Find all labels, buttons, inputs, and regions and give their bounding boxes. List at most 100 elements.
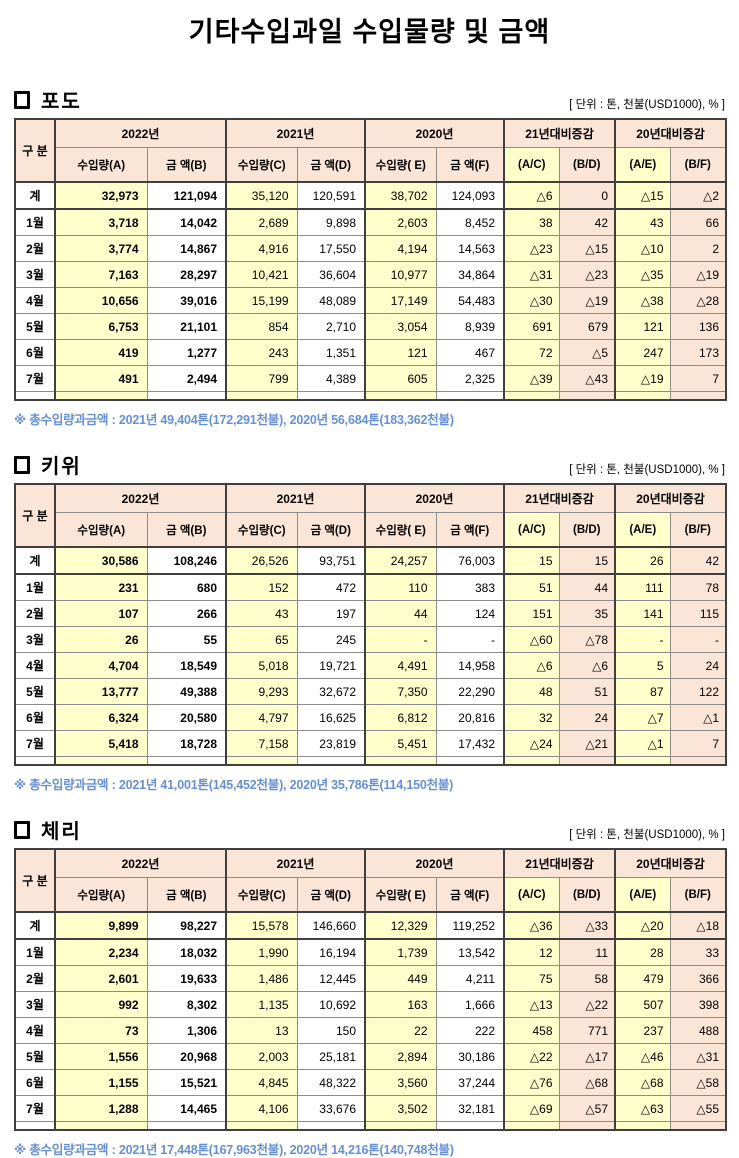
- section-heading: 체리: [14, 815, 82, 844]
- filler-cell: [614, 756, 671, 766]
- table-row: 3월 7,163 28,297 10,421 36,604 10,977 34,864 △31…: [14, 261, 727, 288]
- sub-header-4: 수입량( E): [364, 877, 437, 913]
- section-2: 체리 [ 단위 : 톤, 천불(USD1000), % ] 구 분 2022년 …: [14, 815, 727, 1158]
- filler-cell: [296, 391, 366, 401]
- cell: 449: [364, 965, 437, 992]
- cell: 3,560: [364, 1069, 437, 1096]
- cell: 87: [614, 678, 671, 705]
- column-header-gubun: 구 분: [14, 848, 56, 913]
- cell: 1,556: [54, 1043, 148, 1070]
- cell: △6: [558, 652, 616, 679]
- filler-cell: [225, 756, 298, 766]
- cell: △24: [503, 730, 560, 757]
- cell: -: [435, 626, 505, 653]
- column-header-2021: 2021년: [225, 848, 366, 878]
- cell: 2,325: [435, 365, 505, 392]
- filler-cell: [503, 1121, 560, 1131]
- filler-cell: [54, 391, 148, 401]
- cell: 66: [669, 208, 727, 236]
- cell: 98,227: [146, 911, 227, 940]
- cell: 73: [54, 1017, 148, 1044]
- cell: 65: [225, 626, 298, 653]
- cell: 7,350: [364, 678, 437, 705]
- cell: 1,155: [54, 1069, 148, 1096]
- sub-header-6: (A/C): [503, 147, 560, 183]
- column-header-vs20: 20년대비증감: [614, 118, 727, 148]
- sub-header-6: (A/C): [503, 877, 560, 913]
- cell: 121,094: [146, 181, 227, 210]
- sub-header-4: 수입량( E): [364, 147, 437, 183]
- row-label: 7월: [14, 730, 56, 757]
- cell: 488: [669, 1017, 727, 1044]
- cell: 7: [669, 730, 727, 757]
- row-label: 2월: [14, 965, 56, 992]
- cell: 1,135: [225, 991, 298, 1018]
- cell: 13,777: [54, 678, 148, 705]
- cell: 1,277: [146, 339, 227, 366]
- row-label: 7월: [14, 1095, 56, 1122]
- cell: △19: [558, 287, 616, 314]
- cell: 17,432: [435, 730, 505, 757]
- cell: 173: [669, 339, 727, 366]
- cell: 141: [614, 600, 671, 627]
- cell: △22: [503, 1043, 560, 1070]
- cell: 152: [225, 573, 298, 601]
- filler-cell: [614, 391, 671, 401]
- cell: 1,486: [225, 965, 298, 992]
- row-label: 1월: [14, 208, 56, 236]
- cell: 37,244: [435, 1069, 505, 1096]
- filler-cell: [54, 1121, 148, 1131]
- square-bullet-icon: [14, 455, 30, 474]
- section-title: 포도: [41, 91, 82, 113]
- import-stats-table: 구 분 2022년 2021년 2020년 21년대비증감 20년대비증감 수입…: [14, 118, 727, 401]
- cell: 14,867: [146, 235, 227, 262]
- sub-header-7: (B/D): [558, 512, 616, 548]
- cell: 243: [225, 339, 298, 366]
- sub-header-6: (A/C): [503, 512, 560, 548]
- cell: 992: [54, 991, 148, 1018]
- cell: 121: [614, 313, 671, 340]
- row-label: 계: [14, 911, 56, 940]
- cell: 2,234: [54, 938, 148, 966]
- cell: 4,194: [364, 235, 437, 262]
- section-heading: 키위: [14, 450, 82, 479]
- sub-header-5: 금 액(F): [435, 147, 505, 183]
- filler-cell: [364, 391, 437, 401]
- cell: 222: [435, 1017, 505, 1044]
- cell: 6,812: [364, 704, 437, 731]
- cell: △69: [503, 1095, 560, 1122]
- sub-header-0: 수입량(A): [54, 512, 148, 548]
- cell: 42: [669, 546, 727, 575]
- import-stats-table: 구 분 2022년 2021년 2020년 21년대비증감 20년대비증감 수입…: [14, 848, 727, 1131]
- cell: 10,421: [225, 261, 298, 288]
- cell: 1,739: [364, 938, 437, 966]
- cell: 366: [669, 965, 727, 992]
- cell: 124: [435, 600, 505, 627]
- filler-cell: [669, 756, 727, 766]
- cell: 2,603: [364, 208, 437, 236]
- cell: 48: [503, 678, 560, 705]
- cell: 34,864: [435, 261, 505, 288]
- cell: 54,483: [435, 287, 505, 314]
- column-header-vs21: 21년대비증감: [503, 118, 616, 148]
- table-row: 7월 5,418 18,728 7,158 23,819 5,451 17,432 △24 △2…: [14, 730, 727, 757]
- cell: 17,149: [364, 287, 437, 314]
- filler-cell: [435, 1121, 505, 1131]
- cell: 108,246: [146, 546, 227, 575]
- table-row: 1월 2,234 18,032 1,990 16,194 1,739 13,542 12 11 2…: [14, 938, 727, 966]
- cell: -: [364, 626, 437, 653]
- cell: 19,633: [146, 965, 227, 992]
- cell: 13: [225, 1017, 298, 1044]
- filler-row: [14, 391, 727, 401]
- section-header-row: 포도 [ 단위 : 톤, 천불(USD1000), % ]: [14, 85, 725, 114]
- cell: 122: [669, 678, 727, 705]
- table-row: 2월 2,601 19,633 1,486 12,445 449 4,211 75 58 479 3…: [14, 965, 727, 992]
- cell: 4,704: [54, 652, 148, 679]
- section-title: 키위: [41, 456, 82, 478]
- cell: 78: [669, 573, 727, 601]
- cell: 43: [614, 208, 671, 236]
- cell: △58: [669, 1069, 727, 1096]
- sub-header-2: 수입량(C): [225, 147, 298, 183]
- table-row: 3월 992 8,302 1,135 10,692 163 1,666 △13 △22 507 39…: [14, 991, 727, 1018]
- row-label: 7월: [14, 365, 56, 392]
